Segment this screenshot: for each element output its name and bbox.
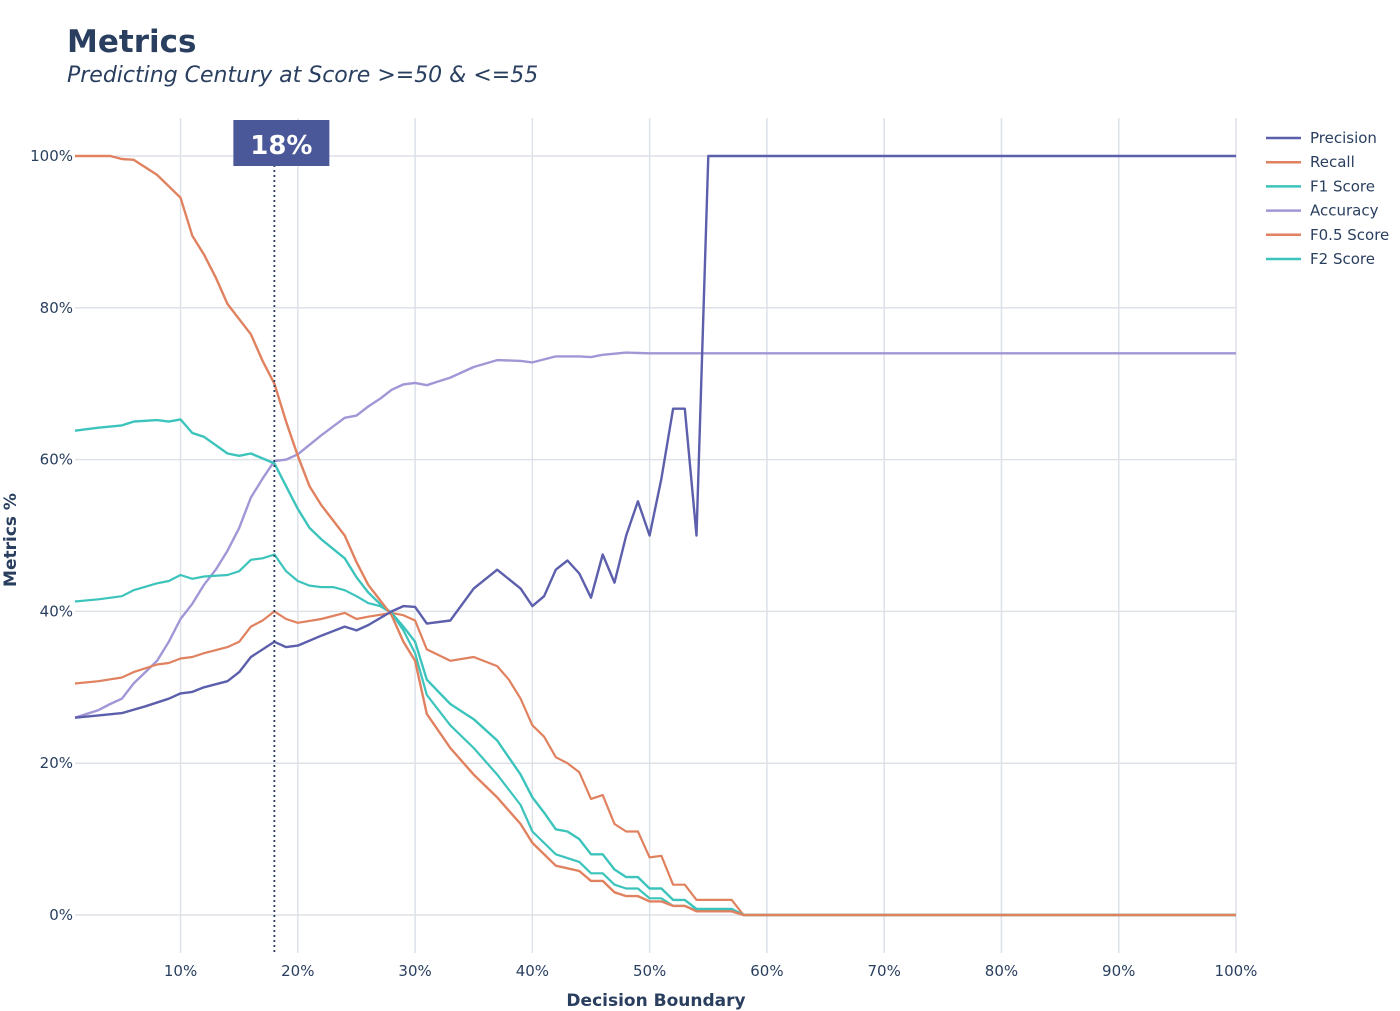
legend-item-label: Recall (1310, 153, 1355, 171)
x-tick-label: 100% (1215, 962, 1258, 980)
y-tick-label: 100% (30, 147, 73, 165)
x-tick-label: 60% (750, 962, 783, 980)
tick-layer: 10% 20% 30% 40% 50% 60% 70% 80% 90% 100% 0% 20% 40% 6… (30, 147, 1257, 980)
y-axis-title: Metrics % (1, 493, 21, 587)
x-tick-label: 90% (1102, 962, 1135, 980)
series-line-f2-score (74, 553, 1236, 917)
series-line-recall (75, 154, 1236, 917)
annotation-label: 18% (250, 131, 312, 161)
y-tick-label: 20% (40, 754, 73, 772)
series-line-accuracy (74, 351, 1236, 719)
y-tick-label: 80% (40, 299, 73, 317)
legend-item-label: F1 Score (1310, 177, 1375, 195)
y-tick-label: 0% (49, 906, 73, 924)
legend: Precision Recall F1 Score Accuracy F0.5 Scor… (1266, 129, 1389, 268)
x-tick-label: 50% (633, 962, 666, 980)
grid-layer (75, 118, 1237, 953)
legend-item-label: Precision (1310, 129, 1377, 147)
legend-item-label: F0.5 Score (1310, 226, 1389, 244)
y-tick-label: 60% (40, 451, 73, 469)
legend-item-label: Accuracy (1310, 202, 1379, 220)
x-tick-label: 30% (398, 962, 431, 980)
annotation-box (233, 120, 330, 166)
chart-title: Metrics (67, 24, 197, 60)
legend-item-label: F2 Score (1310, 250, 1375, 268)
x-axis-title: Decision Boundary (566, 991, 745, 1011)
x-tick-label: 40% (516, 962, 549, 980)
x-tick-label: 80% (985, 962, 1018, 980)
y-tick-label: 40% (40, 602, 73, 620)
series-line-f0-5-score (74, 610, 1236, 917)
annotation-layer: 18% (233, 120, 330, 953)
series-line-f1-score (74, 418, 1236, 917)
x-tick-label: 10% (164, 962, 197, 980)
chart-subtitle: Predicting Century at Score >=50 & <=55 (67, 63, 539, 88)
series-line-precision (74, 154, 1236, 719)
x-tick-label: 70% (868, 962, 901, 980)
x-tick-label: 20% (281, 962, 314, 980)
series-layer (74, 154, 1236, 917)
